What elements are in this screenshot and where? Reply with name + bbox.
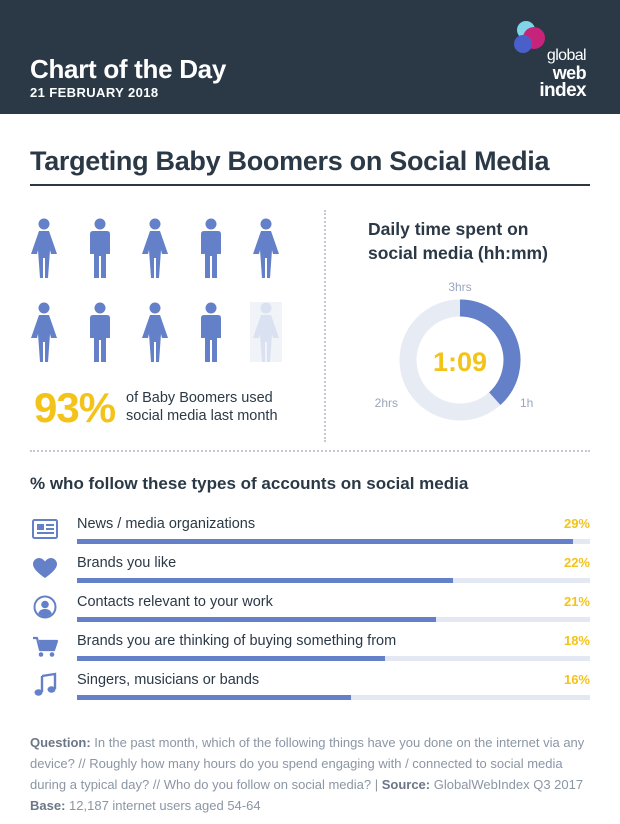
donut-value-arc [459,299,521,405]
bar-value-label: 21% [563,594,590,609]
horizontal-divider [30,450,590,452]
newspaper-icon [30,516,60,542]
bar-label: Brands you are thinking of buying someth… [77,633,397,649]
bar-track [77,695,590,700]
donut-tick-1h: 1h [520,396,533,410]
female-person-icon [28,302,60,362]
user-circle-icon [30,594,60,620]
header-banner: Chart of the Day 21 FEBRUARY 2018 global… [0,0,620,114]
bar-track [77,578,590,583]
bar-track [77,656,590,661]
vertical-divider [324,210,326,442]
bar-label: News / media organizations [77,516,256,532]
bar-value-label: 16% [563,672,590,687]
donut-tick-2hrs: 2hrs [375,396,398,410]
logo-circles-icon [514,21,545,53]
stat-description: of Baby Boomers used social media last m… [126,390,278,424]
bar-row: Contacts relevant to your work 21% [30,594,590,632]
question-label: Question: [30,735,91,750]
female-person-icon [250,218,282,278]
male-person-icon [195,218,227,278]
bar-value-label: 22% [563,555,590,570]
bar-value-label: 18% [563,633,590,648]
shopping-cart-icon [30,633,60,659]
bars-title: % who follow these types of accounts on … [30,474,469,493]
bar-row: News / media organizations 29% [30,516,590,554]
bar-label: Contacts relevant to your work [77,594,273,610]
donut-tick-3hrs: 3hrs [448,280,471,294]
donut-title: Daily time spent on social media (hh:mm) [368,219,548,263]
base-text: 12,187 internet users aged 54-64 [69,798,261,813]
footer-notes: Question: In the past month, which of th… [30,732,595,816]
male-person-icon [84,302,116,362]
logo-text-web: web [552,63,587,83]
question-text: In the past month, which of the followin… [30,735,585,792]
globalwebindex-logo: global web index [510,18,600,102]
title-rule [30,184,590,186]
bar-label: Singers, musicians or bands [77,672,260,688]
bar-track [77,617,590,622]
stat-percent: 93% [34,384,116,431]
female-person-icon [139,218,171,278]
people-pictogram [28,218,298,368]
logo-text-index: index [539,80,586,101]
male-person-icon [195,302,227,362]
bar-row: Singers, musicians or bands 16% [30,672,590,710]
female-person-icon [28,218,60,278]
page-title: Targeting Baby Boomers on Social Media [30,146,550,176]
bar-row: Brands you are thinking of buying someth… [30,633,590,671]
base-label: Base: [30,798,66,813]
bar-label: Brands you like [77,555,177,571]
bar-fill [77,695,351,700]
bar-track [77,539,590,544]
bar-fill [77,578,454,583]
heart-icon [30,555,60,581]
bar-value-label: 29% [563,516,590,531]
logo-text-global: global [546,47,587,64]
header-title: Chart of the Day [30,54,227,84]
bar-fill [77,539,573,544]
female-person-icon [139,302,171,362]
male-person-icon [84,218,116,278]
source-label: Source: [381,777,431,792]
bar-fill [77,656,385,661]
bar-fill [77,617,437,622]
time-donut-chart: 1:09 3hrs 1h 2hrs [375,280,533,421]
donut-value-label: 1:09 [433,347,487,377]
bar-row: Brands you like 22% [30,555,590,593]
header-date: 21 FEBRUARY 2018 [30,85,159,100]
source-text: GlobalWebIndex Q3 2017 [433,777,584,792]
female-person-icon [250,302,282,362]
music-note-icon [30,672,60,698]
